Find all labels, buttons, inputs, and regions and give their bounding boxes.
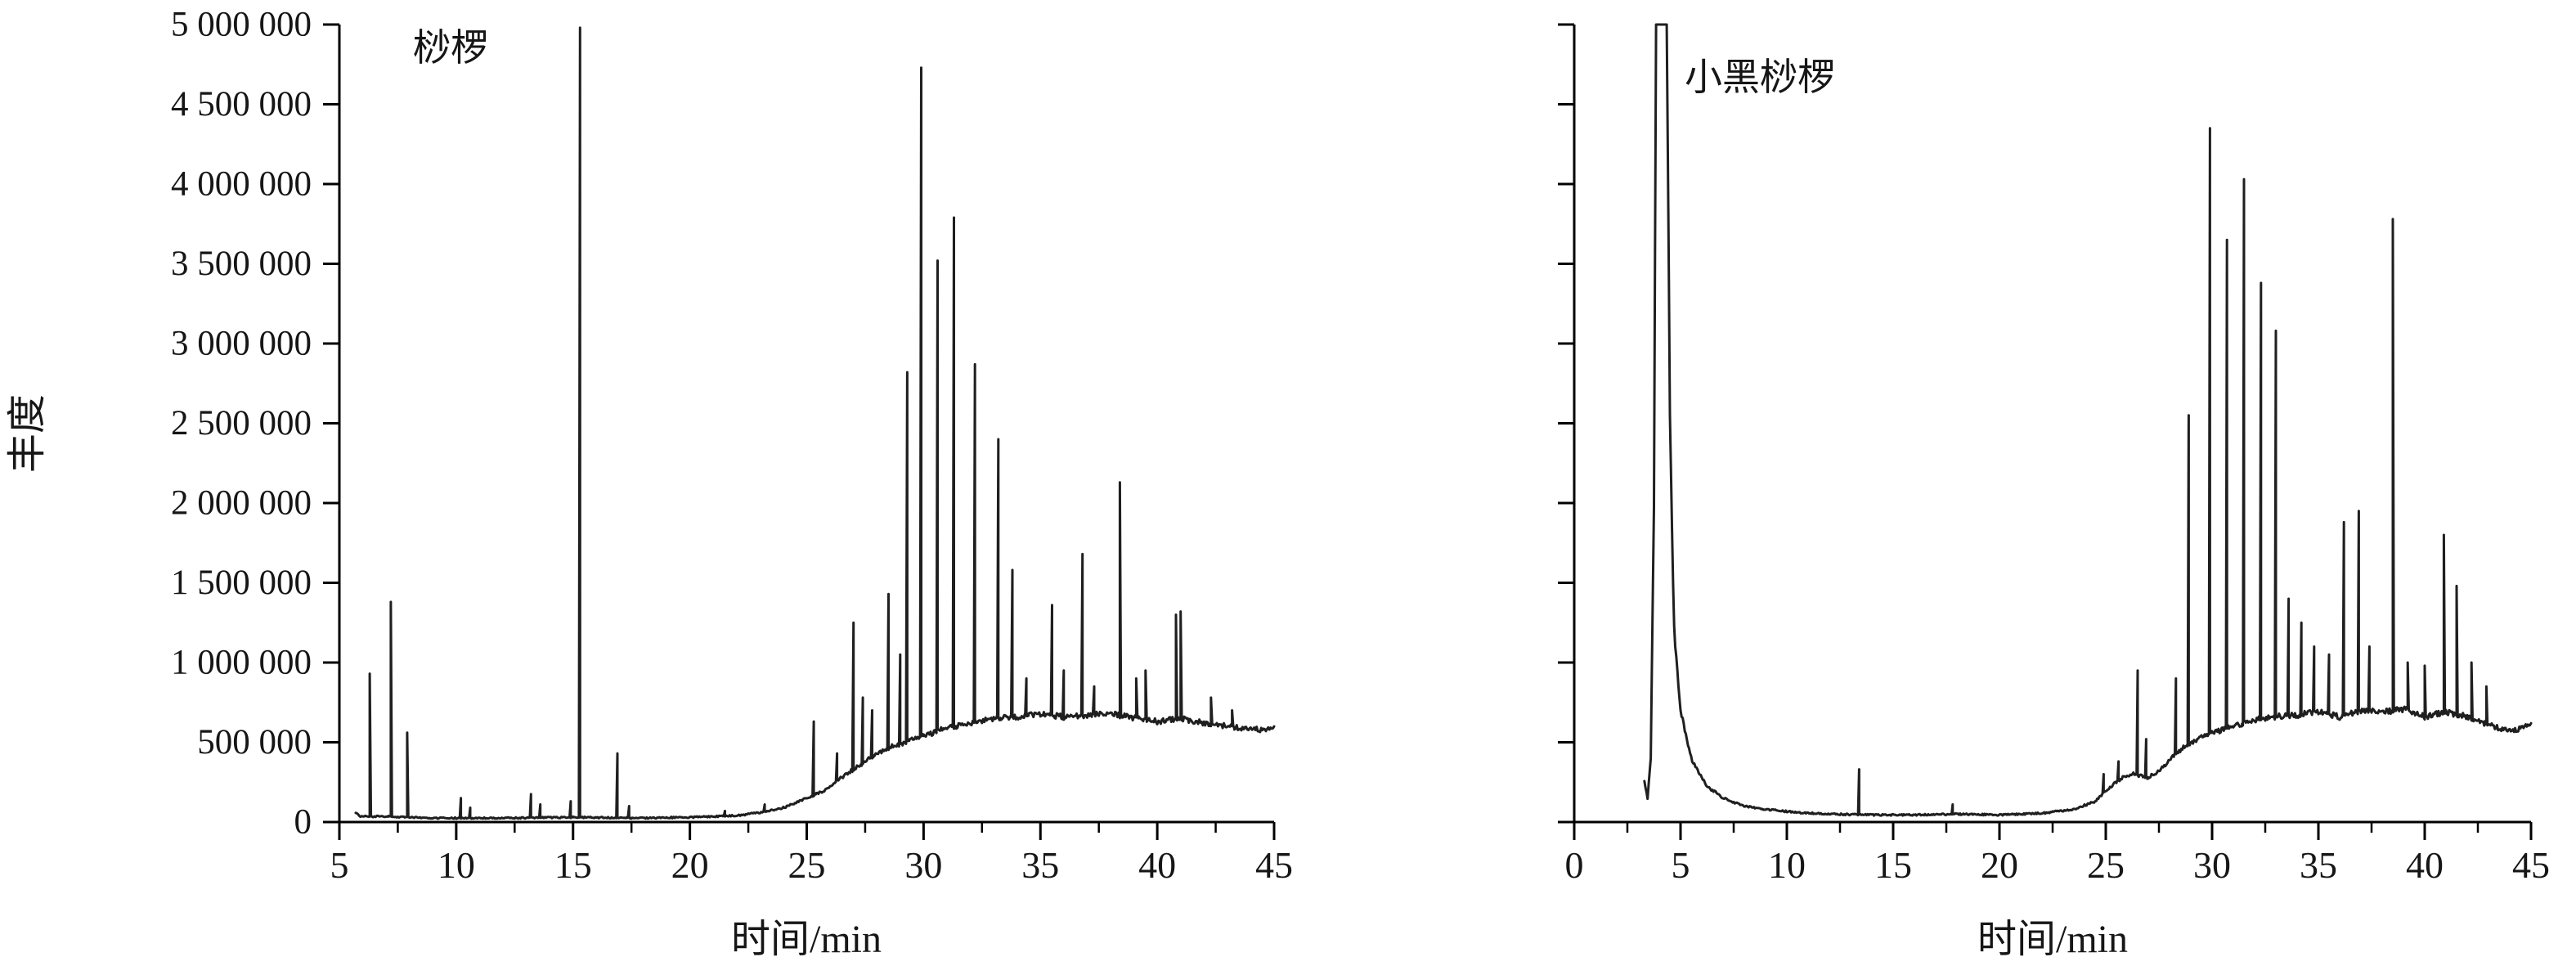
y-tick-label: 3 500 000	[171, 245, 312, 283]
x-tick-label: 10	[1768, 844, 1806, 886]
y-tick-label: 4 500 000	[171, 85, 312, 124]
chromatogram-trace	[354, 26, 1276, 820]
x-tick-label: 15	[1874, 844, 1912, 886]
x-tick-label: 30	[904, 844, 942, 886]
y-tick-label: 2 000 000	[171, 484, 312, 523]
x-tick-label: 40	[1138, 844, 1176, 886]
x-tick-label: 20	[1981, 844, 2018, 886]
x-tick-label: 15	[554, 844, 592, 886]
x-tick-label: 40	[2406, 844, 2444, 886]
x-tick-label: 20	[671, 844, 709, 886]
left-chart-title: 桫椤	[413, 27, 488, 69]
x-tick-label: 0	[1565, 844, 1584, 886]
x-tick-label: 25	[788, 844, 826, 886]
right-x-axis-label: 时间/min	[1977, 918, 2129, 961]
y-tick-label: 1 500 000	[171, 564, 312, 602]
y-tick-label: 4 000 000	[171, 165, 312, 204]
x-tick-label: 30	[2193, 844, 2231, 886]
x-tick-label: 45	[2512, 844, 2550, 886]
chromatogram-trace	[1643, 23, 2533, 817]
y-tick-label: 5 000 000	[171, 6, 312, 44]
y-tick-label: 1 000 000	[171, 644, 312, 682]
y-tick-label: 3 000 000	[171, 325, 312, 363]
x-tick-label: 5	[1672, 844, 1690, 886]
chart-panel-1: 0 5 10 15 20 25 30 35 40 45	[1558, 23, 2550, 886]
y-tick-label: 2 500 000	[171, 404, 312, 443]
x-tick-label: 5	[330, 844, 349, 886]
x-tick-label: 10	[438, 844, 475, 886]
x-tick-label: 45	[1255, 844, 1293, 886]
x-tick-label: 35	[1021, 844, 1059, 886]
left-x-axis-label: 时间/min	[730, 918, 882, 961]
y-axis-label: 丰度	[6, 393, 50, 474]
x-tick-label: 35	[2300, 844, 2337, 886]
y-tick-label: 0	[294, 803, 312, 842]
y-tick-label: 500 000	[197, 723, 312, 762]
x-tick-label: 25	[2087, 844, 2125, 886]
right-chart-title: 小黑桫椤	[1685, 56, 1835, 98]
chart-panel-0: 0 500 000 1 000 000 1 500 000 2 000 000 2 500…	[171, 6, 1293, 887]
